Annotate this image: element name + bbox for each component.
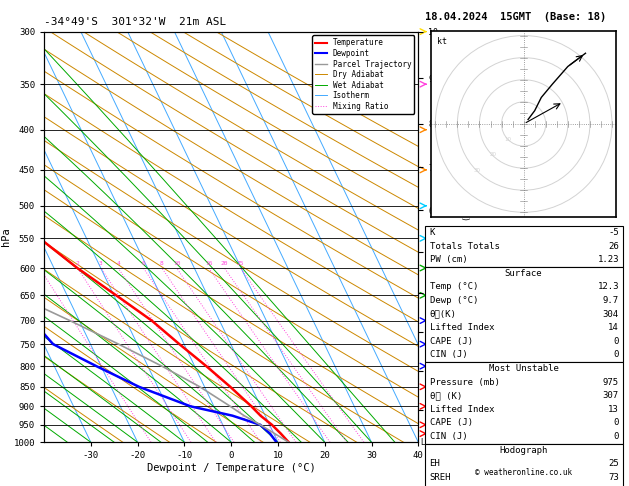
- Text: -34°49'S  301°32'W  21m ASL: -34°49'S 301°32'W 21m ASL: [44, 17, 226, 27]
- Text: 13: 13: [608, 405, 619, 414]
- Text: θᴄ(K): θᴄ(K): [430, 310, 457, 319]
- Text: Totals Totals: Totals Totals: [430, 242, 499, 251]
- Text: Hodograph: Hodograph: [499, 446, 548, 455]
- Text: CIN (J): CIN (J): [430, 350, 467, 360]
- Y-axis label: hPa: hPa: [1, 227, 11, 246]
- Text: Temp (°C): Temp (°C): [430, 282, 478, 292]
- Text: 9.7: 9.7: [603, 296, 619, 305]
- Text: 307: 307: [603, 391, 619, 400]
- Text: © weatheronline.co.uk: © weatheronline.co.uk: [475, 468, 572, 477]
- Text: 2: 2: [75, 261, 79, 266]
- Text: PW (cm): PW (cm): [430, 255, 467, 264]
- Text: SREH: SREH: [430, 473, 451, 482]
- Text: LCL: LCL: [421, 438, 435, 447]
- Text: 1.23: 1.23: [598, 255, 619, 264]
- Text: 10: 10: [173, 261, 181, 266]
- Text: 6: 6: [142, 261, 145, 266]
- Text: 14: 14: [608, 323, 619, 332]
- Text: Lifted Index: Lifted Index: [430, 323, 494, 332]
- Text: 975: 975: [603, 378, 619, 387]
- Text: EH: EH: [430, 459, 440, 469]
- Text: CAPE (J): CAPE (J): [430, 337, 472, 346]
- Text: 73: 73: [608, 473, 619, 482]
- Text: 26: 26: [608, 242, 619, 251]
- Text: 0: 0: [613, 432, 619, 441]
- Text: Mixing Ratio (g/kg): Mixing Ratio (g/kg): [463, 193, 472, 281]
- Text: 25: 25: [237, 261, 244, 266]
- Text: 18.04.2024  15GMT  (Base: 18): 18.04.2024 15GMT (Base: 18): [425, 12, 606, 22]
- Text: 4: 4: [116, 261, 120, 266]
- Text: Lifted Index: Lifted Index: [430, 405, 494, 414]
- Text: 3: 3: [99, 261, 103, 266]
- Text: Dewp (°C): Dewp (°C): [430, 296, 478, 305]
- Text: CAPE (J): CAPE (J): [430, 418, 472, 428]
- Text: 0: 0: [613, 350, 619, 360]
- Text: 12.3: 12.3: [598, 282, 619, 292]
- Text: 20: 20: [489, 152, 496, 157]
- X-axis label: Dewpoint / Temperature (°C): Dewpoint / Temperature (°C): [147, 463, 316, 473]
- Text: -5: -5: [608, 228, 619, 237]
- Text: 20: 20: [221, 261, 228, 266]
- Text: 25: 25: [608, 459, 619, 469]
- Text: θᴄ (K): θᴄ (K): [430, 391, 462, 400]
- Text: 10: 10: [504, 137, 511, 142]
- Text: 304: 304: [603, 310, 619, 319]
- Text: 0: 0: [613, 337, 619, 346]
- Text: CIN (J): CIN (J): [430, 432, 467, 441]
- Text: 16: 16: [205, 261, 213, 266]
- Y-axis label: km
ASL: km ASL: [441, 229, 460, 245]
- Text: Surface: Surface: [505, 269, 542, 278]
- Text: 0: 0: [613, 418, 619, 428]
- Text: K: K: [430, 228, 435, 237]
- Text: Most Unstable: Most Unstable: [489, 364, 559, 373]
- Text: kt: kt: [438, 37, 447, 46]
- Text: 30: 30: [474, 168, 481, 173]
- Text: 8: 8: [160, 261, 164, 266]
- Text: Pressure (mb): Pressure (mb): [430, 378, 499, 387]
- Legend: Temperature, Dewpoint, Parcel Trajectory, Dry Adiabat, Wet Adiabat, Isotherm, Mi: Temperature, Dewpoint, Parcel Trajectory…: [312, 35, 415, 114]
